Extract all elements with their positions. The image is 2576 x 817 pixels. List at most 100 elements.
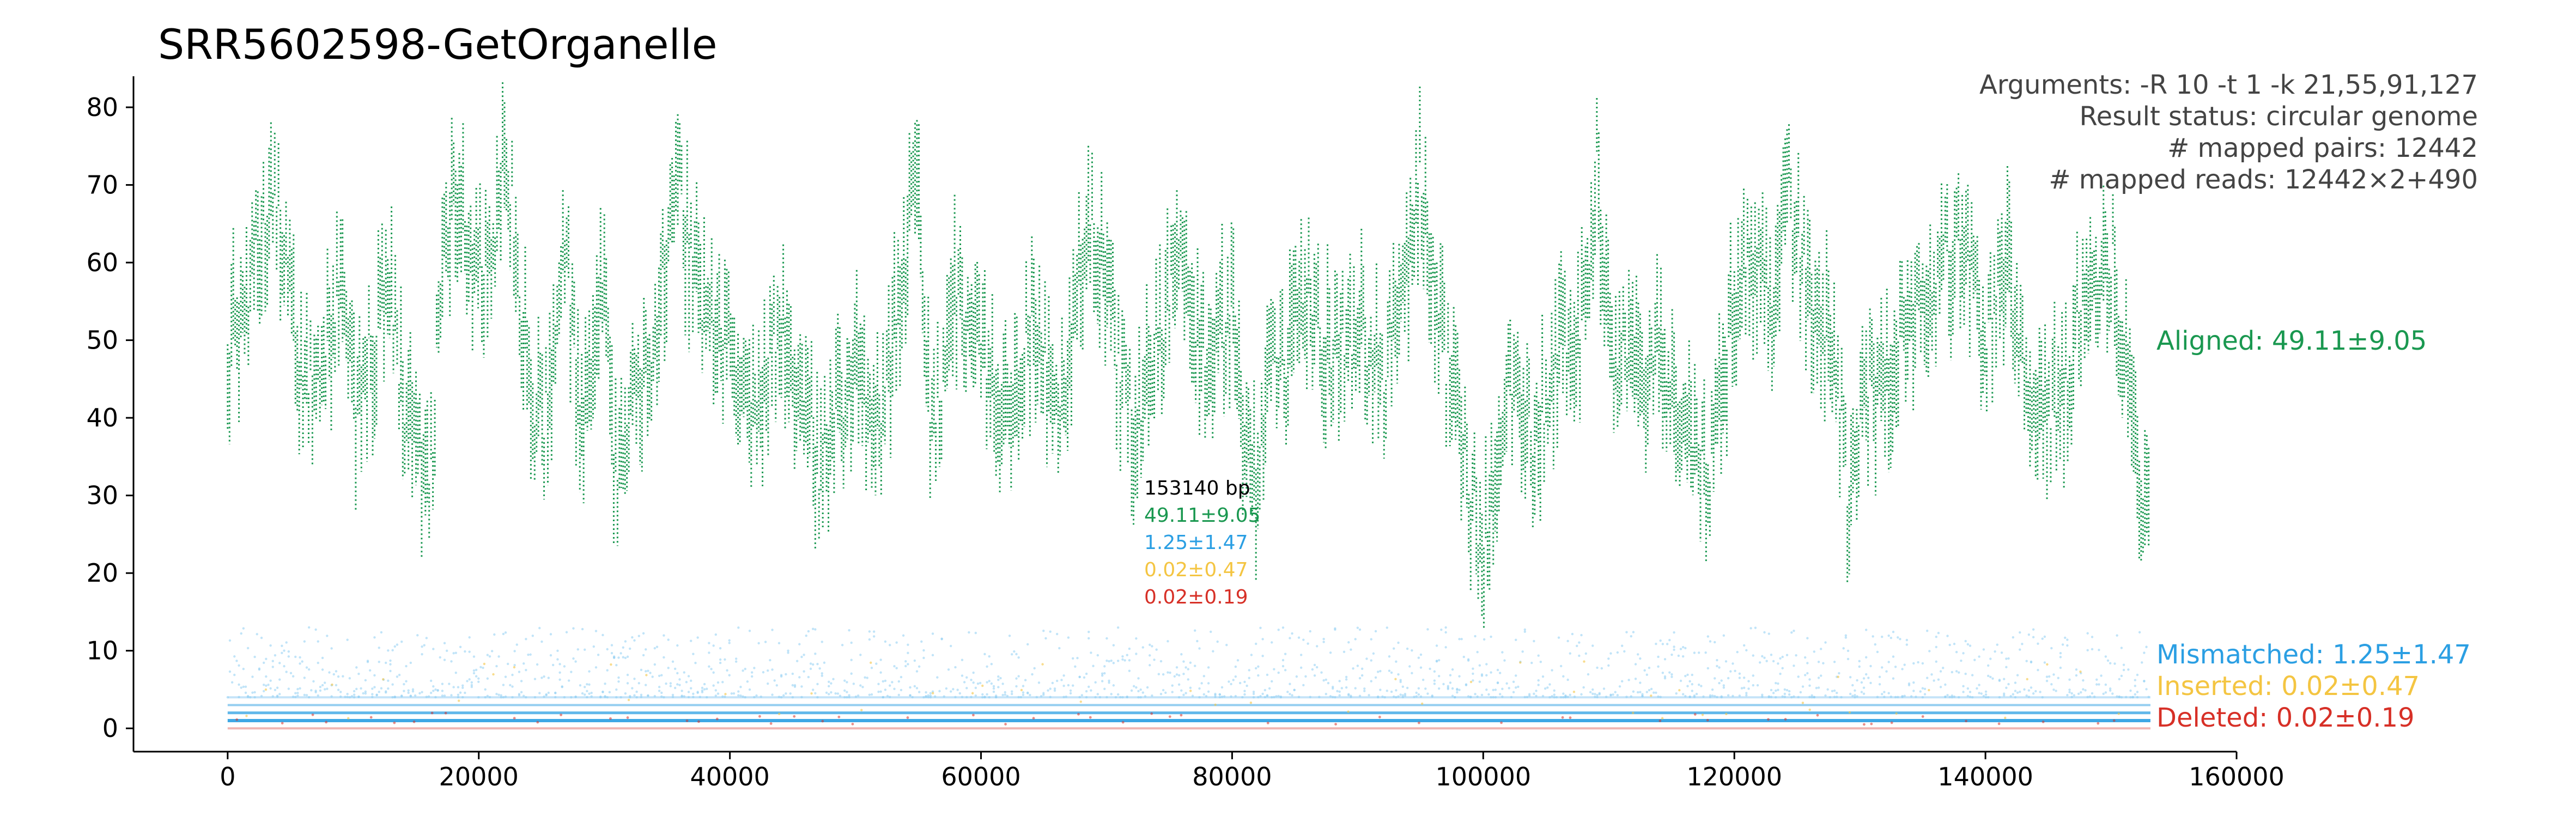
mismatched-point	[1442, 682, 1445, 686]
mismatched-point	[511, 696, 514, 699]
mismatched-point	[1069, 689, 1072, 692]
mismatched-point	[1864, 629, 1868, 631]
mismatched-point	[2098, 683, 2100, 686]
mismatched-point	[726, 669, 728, 672]
mismatched-point	[1670, 675, 1673, 678]
mismatched-point	[2111, 692, 2114, 695]
mismatched-point	[1854, 689, 1856, 692]
mismatched-point	[1892, 631, 1895, 633]
mismatched-point	[1406, 647, 1409, 650]
mismatched-point	[828, 680, 830, 683]
mismatched-point	[604, 682, 606, 685]
mismatched-point	[1347, 694, 1350, 697]
mismatched-point	[728, 674, 731, 676]
mismatched-point	[1817, 686, 1820, 689]
mismatched-point	[281, 651, 283, 655]
mismatched-point	[1218, 693, 1222, 696]
mismatched-point	[968, 631, 970, 634]
mismatched-point	[1072, 684, 1074, 687]
mismatched-point	[1456, 688, 1459, 691]
mismatched-point	[1822, 662, 1825, 664]
mismatched-point	[1806, 672, 1809, 675]
mismatched-point	[848, 694, 850, 697]
mismatched-point	[2141, 661, 2143, 664]
mismatched-point	[1313, 663, 1316, 667]
mismatched-point	[511, 673, 514, 676]
mismatched-point	[708, 642, 710, 644]
mismatched-point	[1210, 630, 1212, 633]
inserted-point	[2117, 712, 2120, 715]
mismatched-point	[1456, 691, 1459, 694]
mismatched-point	[714, 694, 718, 697]
mismatched-point	[502, 696, 505, 699]
mismatched-point	[1399, 680, 1402, 684]
mismatched-point	[271, 666, 274, 668]
mismatched-point	[653, 647, 657, 650]
mismatched-point	[1451, 668, 1454, 671]
mismatched-point	[1860, 691, 1863, 693]
mismatched-point	[276, 686, 279, 689]
mismatched-point	[2106, 659, 2110, 662]
mismatched-point	[610, 644, 613, 647]
mismatched-point	[882, 696, 884, 699]
mismatched-point	[317, 694, 319, 697]
mismatched-point	[1578, 654, 1581, 657]
mismatched-point	[1313, 674, 1316, 677]
x-tick-label: 60000	[941, 762, 1020, 791]
mismatched-point	[1978, 692, 1980, 694]
mismatched-point	[606, 696, 609, 699]
mismatched-point	[954, 666, 957, 669]
mismatched-point	[1042, 693, 1045, 696]
mismatched-point	[1273, 696, 1275, 699]
mismatched-point	[615, 696, 618, 699]
mismatched-point	[1645, 691, 1649, 693]
mismatched-point	[1356, 626, 1359, 629]
mismatched-point	[645, 670, 647, 673]
mismatched-point	[1903, 694, 1906, 697]
series-mismatched	[226, 626, 2150, 699]
deleted-point	[412, 720, 416, 723]
mismatched-point	[909, 686, 912, 689]
mismatched-point	[1566, 696, 1569, 698]
mismatched-point	[1580, 633, 1583, 637]
mismatched-point	[570, 696, 573, 699]
mismatched-point	[1281, 664, 1285, 668]
mismatched-point	[1808, 678, 1811, 681]
mismatched-point	[1673, 631, 1675, 634]
mismatched-point	[1639, 657, 1642, 660]
mismatched-point	[1494, 688, 1497, 691]
mismatched-point	[1401, 696, 1405, 699]
mismatched-point	[1632, 631, 1635, 633]
inserted-point	[1519, 661, 1522, 664]
mismatched-point	[1284, 653, 1287, 655]
mismatched-point	[719, 658, 722, 661]
mismatched-point	[342, 675, 344, 678]
mismatched-point	[803, 654, 805, 656]
mismatched-point	[1747, 680, 1750, 682]
mismatched-point	[1986, 696, 1990, 699]
x-tick-label: 40000	[690, 762, 769, 791]
mismatched-point	[1761, 655, 1764, 658]
mismatched-point	[1912, 681, 1915, 684]
mismatched-point	[289, 672, 293, 675]
y-tick-label: 80	[86, 93, 118, 122]
mismatched-point	[296, 694, 299, 697]
mismatched-point	[389, 669, 392, 673]
mismatched-point	[2007, 682, 2010, 686]
mismatched-point	[2125, 696, 2128, 699]
mismatched-point	[868, 638, 871, 641]
mismatched-point	[1029, 693, 1031, 697]
mismatched-point	[1982, 648, 1985, 651]
mismatched-point	[504, 631, 507, 634]
mismatched-point	[814, 653, 817, 655]
mismatched-point	[2030, 660, 2033, 663]
mismatched-point	[249, 696, 252, 699]
mismatched-point	[2091, 692, 2094, 695]
mismatched-point	[303, 676, 306, 679]
mismatched-point	[1602, 687, 1606, 690]
mismatched-point	[1342, 650, 1346, 654]
inserted-point	[2046, 663, 2049, 666]
inserted-point	[1848, 711, 1851, 714]
mismatched-point	[950, 644, 952, 648]
inserted-point	[382, 678, 385, 681]
